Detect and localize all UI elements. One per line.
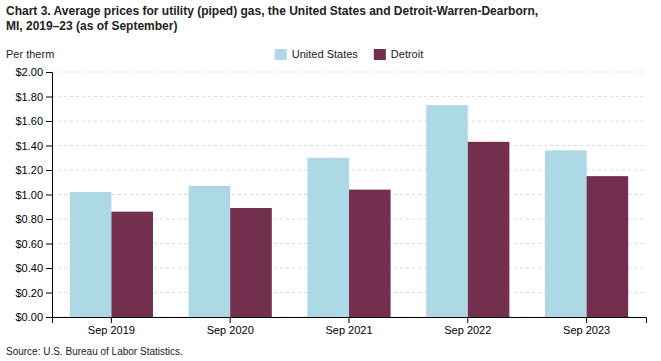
y-tick-mark <box>46 219 52 220</box>
bar <box>426 105 468 317</box>
x-tick-label: Sep 2021 <box>325 324 372 336</box>
y-tick: $0.60 <box>15 238 52 250</box>
legend-swatch <box>275 49 287 60</box>
y-tick-label: $0.80 <box>15 213 43 225</box>
y-tick-mark <box>46 72 52 73</box>
y-tick: $1.00 <box>15 189 52 201</box>
x-tick-label: Sep 2023 <box>563 324 610 336</box>
y-tick-mark <box>46 195 52 196</box>
x-tick-mark <box>230 317 231 323</box>
bar <box>307 158 349 317</box>
bar <box>70 192 112 317</box>
y-tick-mark <box>46 121 52 122</box>
y-tick: $1.80 <box>15 91 52 103</box>
x-tick: Sep 2020 <box>207 317 254 336</box>
x-tick: Sep 2022 <box>444 317 491 336</box>
grid-line <box>52 72 646 73</box>
grid-line <box>52 145 646 146</box>
bars <box>70 105 628 317</box>
legend-label: United States <box>292 48 359 60</box>
x-tick-mark <box>467 317 468 323</box>
y-tick-label: $0.40 <box>15 262 43 274</box>
y-tick-mark <box>46 293 52 294</box>
plot-area: $0.00 $0.20 $0.40 $0.60 $0.80 $1.00 $1.20 $1.40… <box>15 66 646 336</box>
x-tick-mark <box>111 317 112 323</box>
bar <box>111 212 153 317</box>
x-axis: Sep 2019 Sep 2020 Sep 2021 Sep 2022 Sep 2023 <box>53 317 647 336</box>
legend-item: Detroit <box>374 48 423 60</box>
source: Source: U.S. Bureau of Labor Statistics. <box>6 346 183 357</box>
y-tick: $0.20 <box>15 287 52 299</box>
y-tick-label: $1.60 <box>15 115 43 127</box>
y-tick-mark <box>46 244 52 245</box>
x-tick-mark <box>586 317 587 323</box>
y-tick: $1.60 <box>15 115 52 127</box>
y-axis-line <box>46 73 53 318</box>
x-axis-line <box>53 318 647 324</box>
y-tick-label: $0.20 <box>15 287 43 299</box>
y-tick-mark <box>46 146 52 147</box>
y-tick-label: $1.40 <box>15 140 43 152</box>
bar <box>349 190 391 317</box>
y-tick-label: $0.60 <box>15 238 43 250</box>
y-tick: $0.00 <box>15 311 52 323</box>
y-tick: $0.40 <box>15 262 52 274</box>
x-tick-label: Sep 2019 <box>88 324 135 336</box>
x-tick-label: Sep 2020 <box>207 324 254 336</box>
y-tick-mark <box>46 317 52 318</box>
bar <box>587 176 629 317</box>
y-tick-label: $0.00 <box>15 311 43 323</box>
legend-label: Detroit <box>391 48 423 60</box>
legend-item: United States <box>275 48 359 60</box>
title-group: Chart 3. Average prices for utility (pip… <box>6 4 538 33</box>
bar <box>189 186 231 317</box>
x-tick-label: Sep 2022 <box>444 324 491 336</box>
x-tick: Sep 2019 <box>88 317 135 336</box>
x-tick: Sep 2021 <box>325 317 372 336</box>
y-tick: $2.00 <box>15 66 52 78</box>
bar <box>545 150 587 317</box>
x-tick: Sep 2023 <box>563 317 610 336</box>
y-label: Per therm <box>6 48 54 60</box>
grid-line <box>52 121 646 122</box>
y-tick-label: $1.00 <box>15 189 43 201</box>
y-tick-label: $1.80 <box>15 91 43 103</box>
bar <box>230 208 272 317</box>
y-tick-label: $2.00 <box>15 66 43 78</box>
y-tick: $1.20 <box>15 164 52 176</box>
legend-swatch <box>374 49 386 60</box>
y-tick: $0.80 <box>15 213 52 225</box>
y-tick-mark <box>46 268 52 269</box>
chart: Chart 3. Average prices for utility (pip… <box>0 0 661 361</box>
title: Chart 3. Average prices for utility (pip… <box>6 4 538 18</box>
grid-line <box>52 96 646 97</box>
title: MI, 2019–23 (as of September) <box>6 19 177 33</box>
y-tick-label: $1.20 <box>15 164 43 176</box>
y-tick-mark <box>46 170 52 171</box>
legend: United States Detroit <box>275 48 423 60</box>
bar <box>468 142 510 317</box>
grid <box>52 72 646 317</box>
x-tick-mark <box>349 317 350 323</box>
y-tick-mark <box>46 97 52 98</box>
y-tick: $1.40 <box>15 140 52 152</box>
y-axis: $0.00 $0.20 $0.40 $0.60 $0.80 $1.00 $1.20 $1.40… <box>15 66 52 323</box>
